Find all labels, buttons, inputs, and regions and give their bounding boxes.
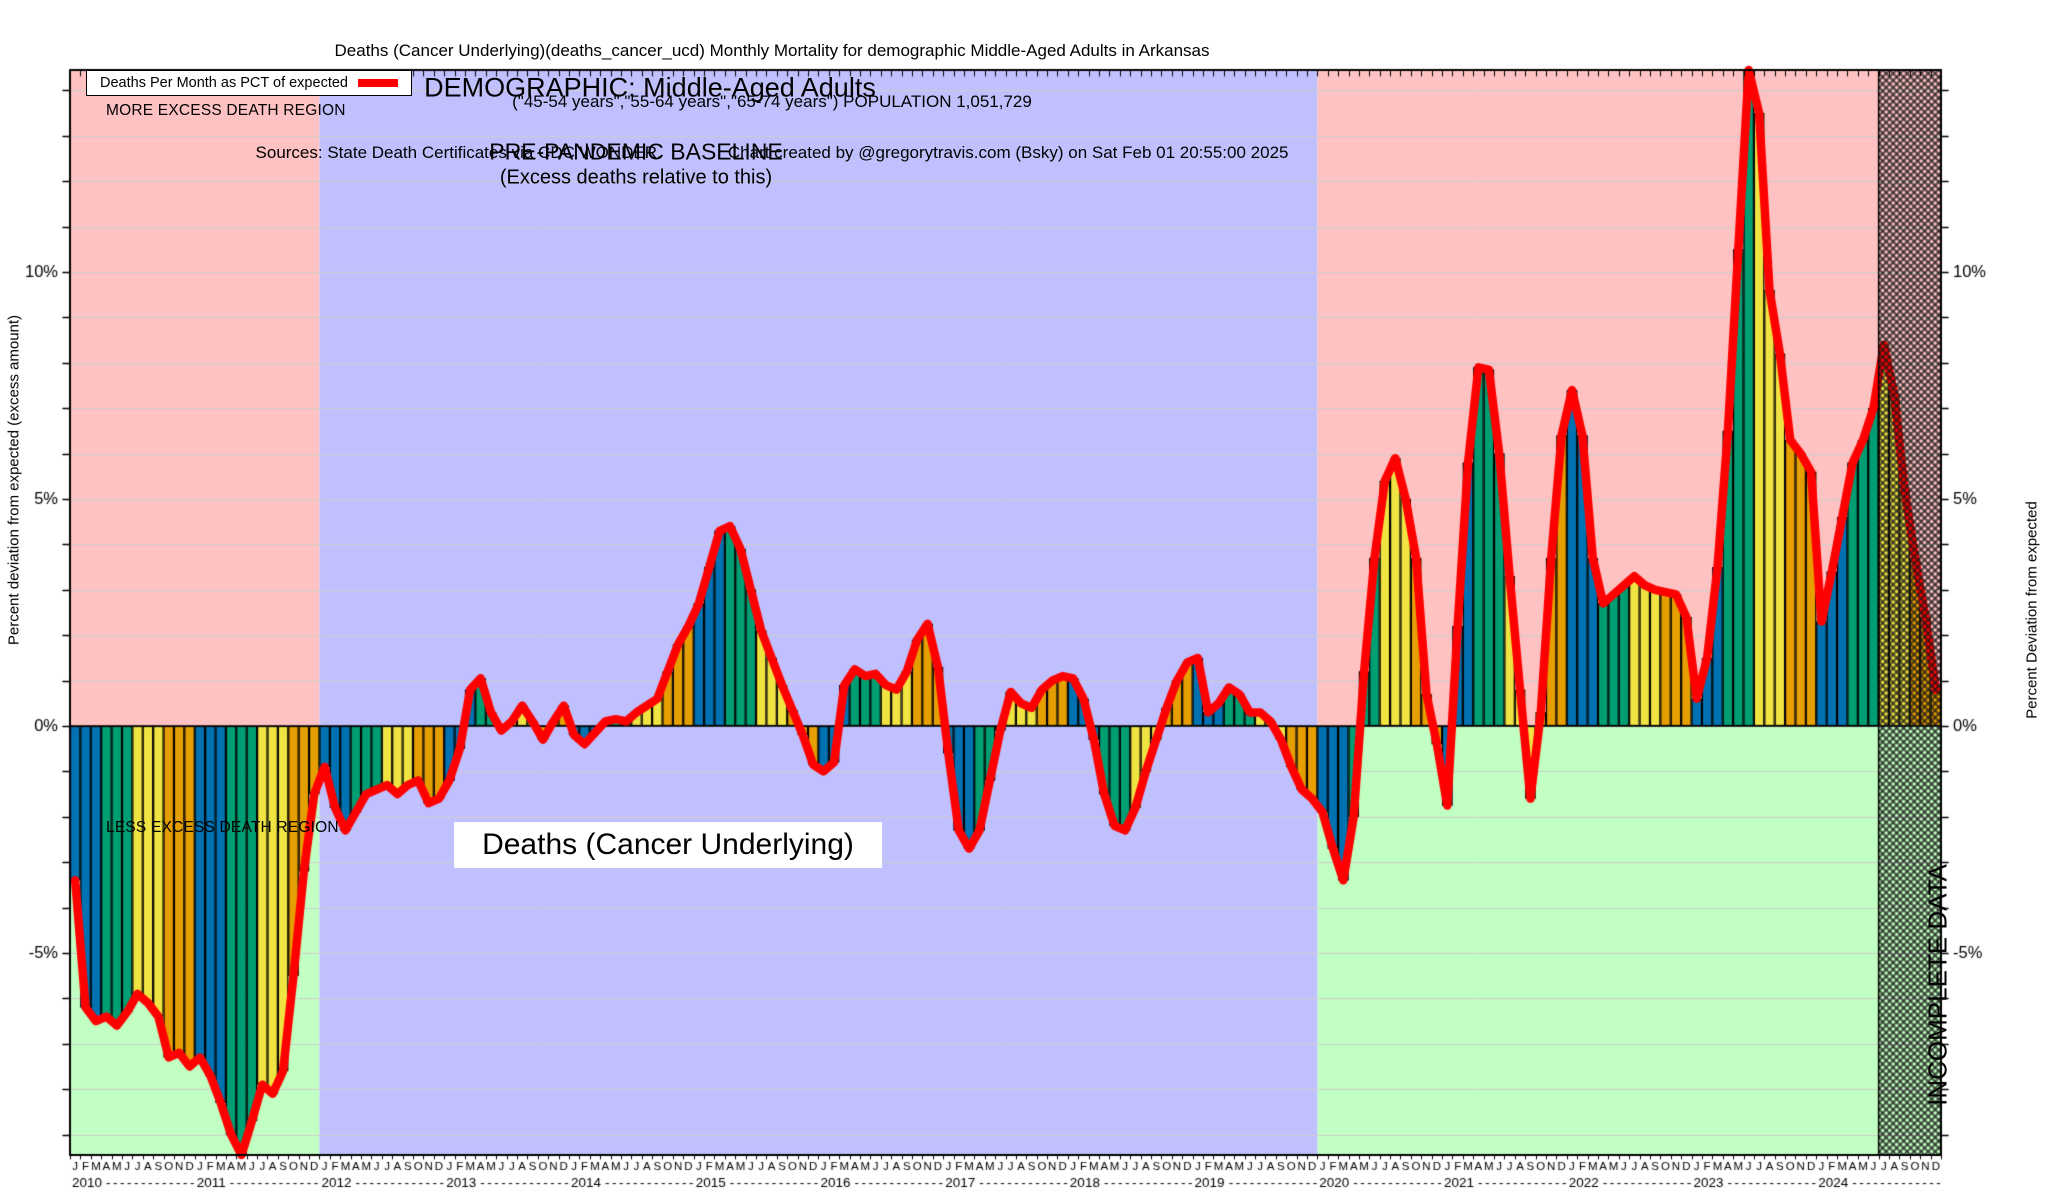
chart-title-line2: ("45-54 years","55-64 years","65-74 year… <box>512 92 1032 111</box>
legend: Deaths Per Month as PCT of expected <box>86 70 412 96</box>
legend-line-swatch <box>357 79 398 87</box>
demographic-label: DEMOGRAPHIC: Middle-Aged Adults <box>424 72 876 103</box>
legend-label: Deaths Per Month as PCT of expected <box>100 75 348 91</box>
left-axis-title: Percent deviation from expected (excess … <box>5 314 23 646</box>
incomplete-data-label: INCOMPLETE DATA <box>1922 864 1953 1106</box>
chart-bottom-label: Deaths (Cancer Underlying) <box>454 822 882 868</box>
chart-title-block: Deaths (Cancer Underlying)(deaths_cancer… <box>256 8 1289 195</box>
baseline-label-line2: (Excess deaths relative to this) <box>499 166 773 189</box>
chart-title-line3: Sources: State Death Certificates via CD… <box>255 143 1289 162</box>
chart-title-line1: Deaths (Cancer Underlying)(deaths_cancer… <box>334 41 1210 60</box>
less-excess-region-label: LESS EXCESS DEATH REGION <box>106 819 339 836</box>
baseline-label-line1: PRE-PANDEMIC BASELINE <box>489 138 783 165</box>
more-excess-region-label: MORE EXCESS DEATH REGION <box>106 102 346 119</box>
right-axis-title: Percent Deviation from expected <box>2023 501 2041 719</box>
